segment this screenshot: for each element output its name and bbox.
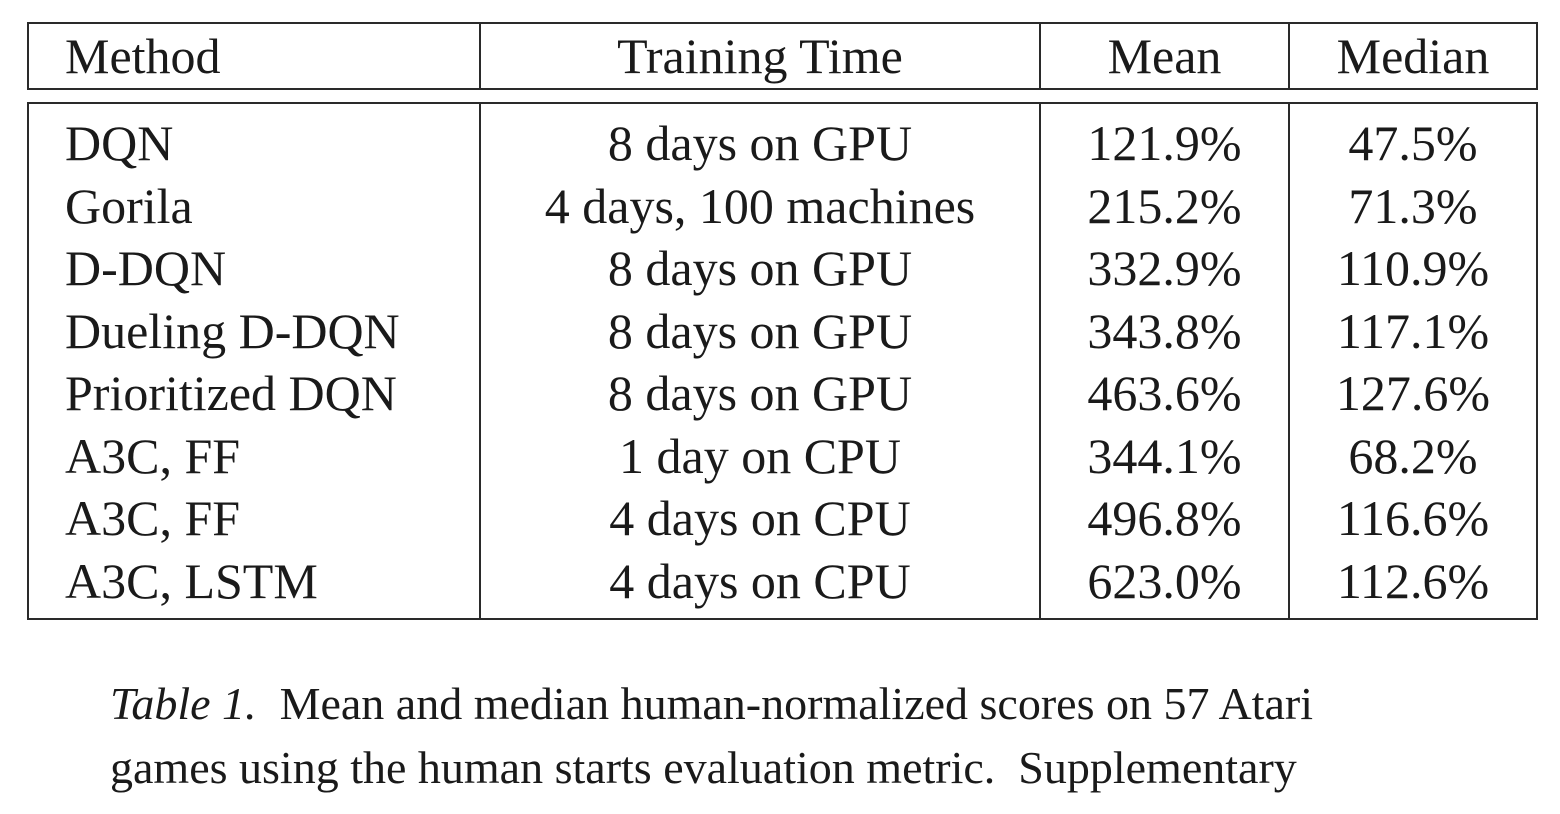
method-cell: D-DQN: [27, 237, 481, 300]
header-method: Method: [27, 22, 481, 90]
caption-label: Table 1.: [110, 678, 257, 729]
method-cell: A3C, FF: [27, 487, 481, 550]
header-mean: Mean: [1039, 22, 1290, 90]
caption-text-1: Mean and median human-normalized scores …: [279, 678, 1313, 729]
median-cell: 71.3%: [1288, 174, 1538, 237]
median-cell: 116.6%: [1288, 487, 1538, 550]
table-row: A3C, FF 4 days on CPU 496.8% 116.6%: [27, 487, 1538, 550]
table-body: DQN 8 days on GPU 121.9% 47.5% Gorila 4 …: [27, 102, 1538, 620]
training-time-cell: 8 days on GPU: [479, 299, 1041, 362]
table-row: Prioritized DQN 8 days on GPU 463.6% 127…: [27, 362, 1538, 425]
training-time-cell: 4 days on CPU: [479, 487, 1041, 550]
training-time-cell: 8 days on GPU: [479, 362, 1041, 425]
table-caption: Table 1. Mean and median human-normalize…: [110, 672, 1470, 800]
mean-cell: 121.9%: [1039, 103, 1290, 175]
caption-line-1: Table 1. Mean and median human-normalize…: [110, 672, 1470, 736]
median-cell: 68.2%: [1288, 424, 1538, 487]
mean-cell: 215.2%: [1039, 174, 1290, 237]
table-row: DQN 8 days on GPU 121.9% 47.5%: [27, 103, 1538, 175]
mean-cell: 496.8%: [1039, 487, 1290, 550]
median-cell: 110.9%: [1288, 237, 1538, 300]
table-header: Method Training Time Mean Median: [27, 22, 1538, 90]
training-time-cell: 8 days on GPU: [479, 103, 1041, 175]
median-cell: 127.6%: [1288, 362, 1538, 425]
training-time-cell: 1 day on CPU: [479, 424, 1041, 487]
table-row: A3C, LSTM 4 days on CPU 623.0% 112.6%: [27, 549, 1538, 619]
results-table-container: Method Training Time Mean Median DQN 8 d…: [27, 22, 1538, 620]
table-row: A3C, FF 1 day on CPU 344.1% 68.2%: [27, 424, 1538, 487]
header-row: Method Training Time Mean Median: [27, 22, 1538, 90]
method-cell: Gorila: [27, 174, 481, 237]
header-training-time: Training Time: [479, 22, 1041, 90]
header-median: Median: [1288, 22, 1538, 90]
method-cell: DQN: [27, 103, 481, 175]
method-cell: Dueling D-DQN: [27, 299, 481, 362]
table-row: Dueling D-DQN 8 days on GPU 343.8% 117.1…: [27, 299, 1538, 362]
median-cell: 47.5%: [1288, 103, 1538, 175]
training-time-cell: 8 days on GPU: [479, 237, 1041, 300]
mean-cell: 344.1%: [1039, 424, 1290, 487]
median-cell: 117.1%: [1288, 299, 1538, 362]
table-row: D-DQN 8 days on GPU 332.9% 110.9%: [27, 237, 1538, 300]
method-cell: A3C, FF: [27, 424, 481, 487]
mean-cell: 463.6%: [1039, 362, 1290, 425]
training-time-cell: 4 days on CPU: [479, 549, 1041, 619]
mean-cell: 332.9%: [1039, 237, 1290, 300]
mean-cell: 623.0%: [1039, 549, 1290, 619]
method-cell: Prioritized DQN: [27, 362, 481, 425]
method-cell: A3C, LSTM: [27, 549, 481, 619]
caption-line-2: games using the human starts evaluation …: [110, 742, 1297, 793]
table-row: Gorila 4 days, 100 machines 215.2% 71.3%: [27, 174, 1538, 237]
training-time-cell: 4 days, 100 machines: [479, 174, 1041, 237]
median-cell: 112.6%: [1288, 549, 1538, 619]
mean-cell: 343.8%: [1039, 299, 1290, 362]
